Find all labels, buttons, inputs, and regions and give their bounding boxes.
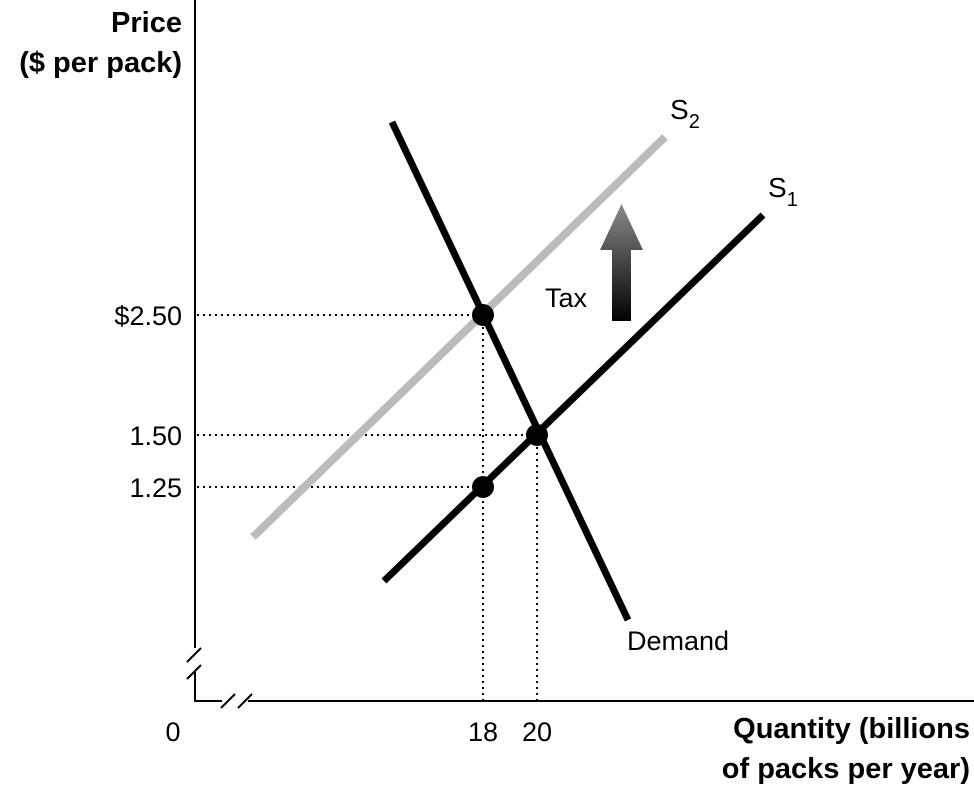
demand-label: Demand <box>627 626 729 656</box>
point-20-1.50 <box>526 424 548 446</box>
guide-lines <box>197 314 538 700</box>
demand-curve <box>388 120 632 622</box>
point-18-2.50 <box>472 304 494 326</box>
x-axis-break <box>220 693 253 709</box>
x-tick-18: 18 <box>468 717 498 747</box>
x-axis-title-line1: Quantity (billions <box>733 713 970 745</box>
x-axis-title-line2: of packs per year) <box>722 753 970 785</box>
point-18-1.25 <box>472 476 494 498</box>
y-axis-title-line2: ($ per pack) <box>19 47 182 79</box>
x-tick-20: 20 <box>522 717 552 747</box>
y-tick-2.50: $2.50 <box>114 301 182 331</box>
tax-label: Tax <box>545 283 588 313</box>
y-tick-1.50: 1.50 <box>129 421 182 451</box>
s2-label: S2 <box>670 94 700 133</box>
y-tick-1.25: 1.25 <box>129 473 182 503</box>
origin-label: 0 <box>165 717 180 747</box>
y-axis-title-line1: Price <box>111 7 182 39</box>
tax-arrow-icon <box>600 204 643 321</box>
supply-curve-s1 <box>381 212 766 584</box>
supply-curve-s2 <box>250 134 668 540</box>
s1-label: S1 <box>768 172 798 211</box>
y-axis-break <box>186 647 202 680</box>
